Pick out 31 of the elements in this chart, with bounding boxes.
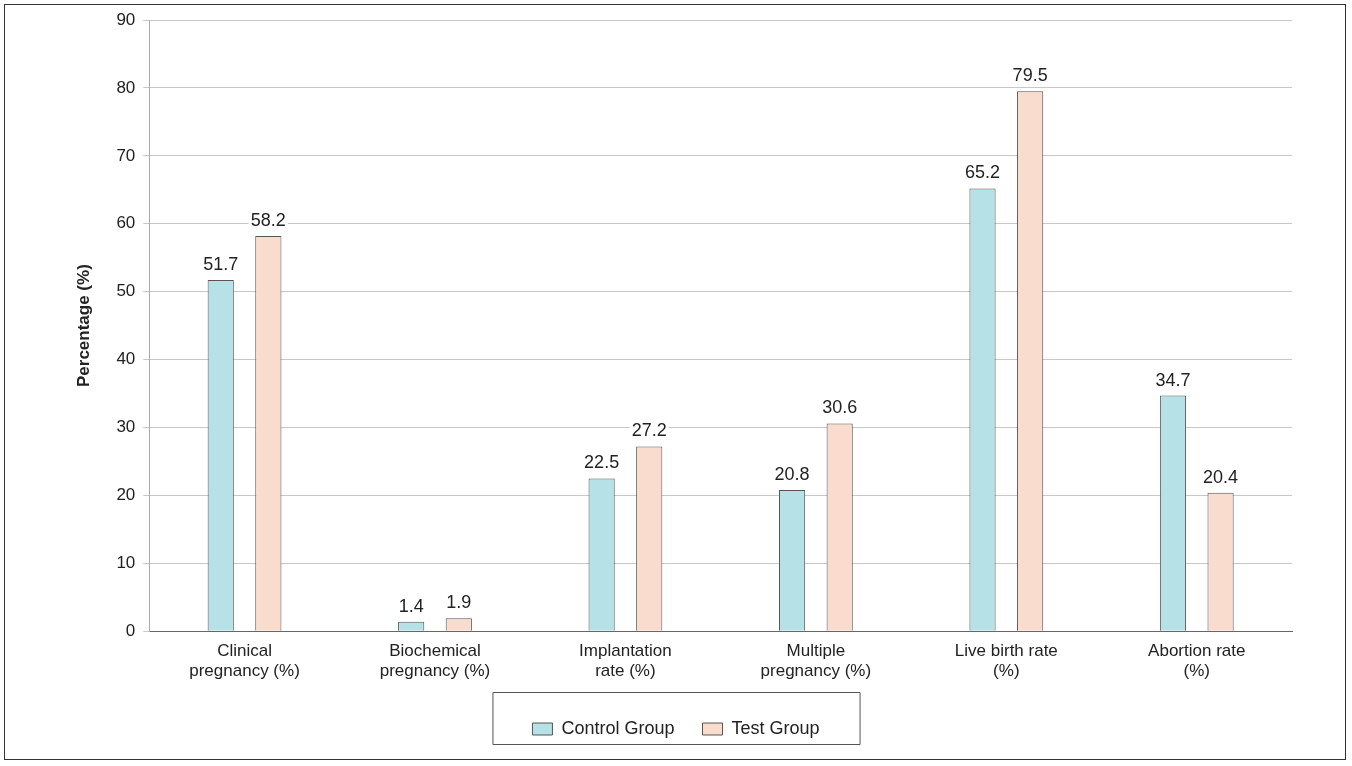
- data-label: 51.7: [203, 254, 239, 275]
- data-label: 30.6: [822, 397, 858, 418]
- y-tick-label: 80: [116, 77, 136, 97]
- data-label: 58.2: [250, 209, 286, 230]
- legend-label: Test Group: [731, 717, 820, 738]
- y-tick-label: 90: [116, 9, 136, 29]
- data-label: 1.4: [398, 595, 424, 616]
- y-tick-label: 30: [116, 417, 136, 437]
- data-label: 22.5: [584, 452, 620, 473]
- y-tick-label: 70: [116, 145, 136, 165]
- x-tick-label: Clinical pregnancy (%): [189, 641, 300, 681]
- data-label: 20.8: [774, 463, 810, 484]
- y-tick-label: 0: [125, 620, 136, 640]
- x-tick-label: Live birth rate (%): [954, 641, 1058, 681]
- data-label: 65.2: [965, 162, 1001, 183]
- x-tick-label: Abortion rate (%): [1148, 641, 1246, 681]
- data-label: 79.5: [1012, 65, 1048, 86]
- data-label: 34.7: [1155, 369, 1191, 390]
- y-tick-label: 60: [116, 213, 136, 233]
- legend-label: Control Group: [561, 717, 675, 738]
- data-label: 27.2: [631, 420, 667, 441]
- y-axis-title: Percentage (%): [73, 264, 93, 388]
- y-tick-label: 20: [116, 485, 136, 505]
- x-tick-label: Implantation rate (%): [579, 641, 672, 681]
- data-label: 1.9: [446, 592, 472, 613]
- x-tick-label: Biochemical pregnancy (%): [379, 641, 491, 681]
- y-tick-label: 40: [116, 349, 136, 369]
- y-tick-label: 10: [116, 552, 136, 572]
- y-tick-label: 50: [116, 281, 136, 301]
- x-tick-label: Multiple pregnancy (%): [760, 641, 872, 681]
- data-label: 20.4: [1203, 466, 1239, 487]
